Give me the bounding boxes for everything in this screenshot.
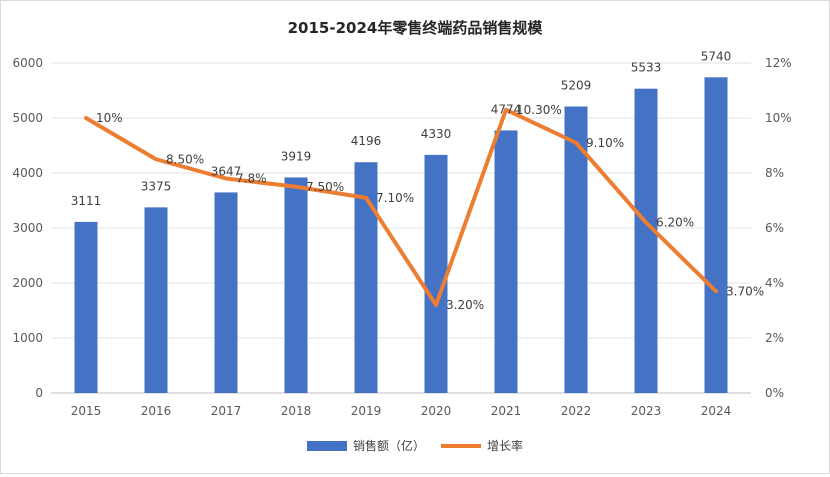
x-tick-label: 2015 (71, 404, 102, 418)
legend-bar-label: 销售额（亿） (353, 438, 425, 453)
bar-value-label: 3111 (71, 194, 102, 208)
y2-tick-label: 12% (765, 56, 792, 70)
x-tick-label: 2023 (631, 404, 662, 418)
line-value-label: 7.8% (236, 172, 267, 186)
bar (145, 207, 168, 393)
x-tick-label: 2021 (491, 404, 522, 418)
bar (215, 192, 238, 393)
bar (285, 177, 308, 393)
y2-tick-label: 10% (765, 111, 792, 125)
bar (495, 130, 518, 393)
bar-value-label: 5740 (701, 49, 732, 63)
x-tick-label: 2020 (421, 404, 452, 418)
x-tick-label: 2018 (281, 404, 312, 418)
y-tick-label: 2000 (12, 276, 43, 290)
legend: 销售额（亿） 增长率 (307, 438, 523, 453)
bar (425, 155, 448, 393)
chart-title: 2015-2024年零售终端药品销售规模 (288, 19, 544, 37)
line-value-label: 3.70% (726, 284, 764, 298)
line-value-label: 8.50% (166, 152, 204, 166)
y-tick-label: 6000 (12, 56, 43, 70)
bar (75, 222, 98, 393)
x-tick-label: 2016 (141, 404, 172, 418)
bar-value-label: 5533 (631, 61, 662, 75)
bar-value-label: 5209 (561, 79, 592, 93)
line-value-label: 10.30% (516, 103, 562, 117)
x-tick-label: 2022 (561, 404, 592, 418)
x-tick-label: 2017 (211, 404, 242, 418)
y-tick-label: 5000 (12, 111, 43, 125)
bar (705, 77, 728, 393)
y2-tick-label: 0% (765, 386, 784, 400)
bar-series (75, 77, 728, 393)
bar-value-label: 4196 (351, 134, 382, 148)
data-labels: 3111337536473919419643304774520955335740… (71, 49, 764, 312)
line-value-label: 7.50% (306, 180, 344, 194)
line-value-label: 9.10% (586, 136, 624, 150)
legend-bar-swatch (307, 441, 347, 451)
legend-line-label: 增长率 (487, 438, 523, 453)
x-tick-label: 2019 (351, 404, 382, 418)
bar-value-label: 3919 (281, 149, 312, 163)
x-tick-label: 2024 (701, 404, 732, 418)
y2-tick-label: 8% (765, 166, 784, 180)
line-value-label: 6.20% (656, 216, 694, 230)
line-value-label: 7.10% (376, 191, 414, 205)
bar-value-label: 3375 (141, 179, 172, 193)
y2-tick-label: 2% (765, 331, 784, 345)
axes: 0 1000 2000 3000 4000 5000 6000 0% 2% 4% 6% 8% 10% 12… (12, 56, 791, 418)
line-value-label: 10% (96, 111, 123, 125)
y-tick-label: 4000 (12, 166, 43, 180)
y-tick-label: 0 (35, 386, 43, 400)
line-value-label: 3.20% (446, 298, 484, 312)
y2-tick-label: 6% (765, 221, 784, 235)
y-tick-label: 3000 (12, 221, 43, 235)
y-tick-label: 1000 (12, 331, 43, 345)
bar-value-label: 4330 (421, 127, 452, 141)
y2-tick-label: 4% (765, 276, 784, 290)
bar (635, 89, 658, 393)
